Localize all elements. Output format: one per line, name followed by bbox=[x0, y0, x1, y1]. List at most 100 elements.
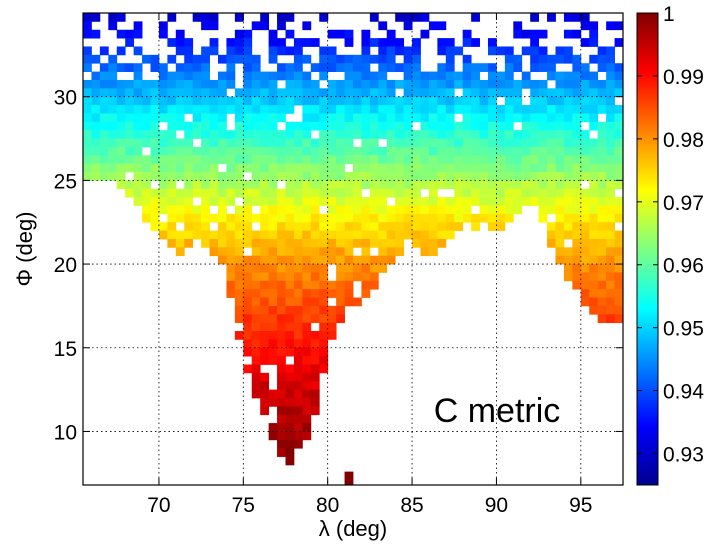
heatmap-cell bbox=[597, 63, 607, 72]
heatmap-cell bbox=[513, 96, 523, 106]
heatmap-cell bbox=[386, 29, 396, 39]
heatmap-cell bbox=[260, 88, 270, 98]
heatmap-cell bbox=[285, 146, 295, 156]
heatmap-cell bbox=[251, 272, 261, 282]
heatmap-cell bbox=[310, 79, 320, 89]
heatmap-cell bbox=[175, 163, 185, 173]
heatmap-cell bbox=[454, 213, 464, 223]
heatmap-cell bbox=[209, 96, 219, 106]
heatmap-cell bbox=[234, 130, 244, 139]
heatmap-cell bbox=[133, 121, 143, 131]
heatmap-cell bbox=[285, 180, 295, 190]
heatmap-cell bbox=[547, 130, 556, 139]
heatmap-cell bbox=[243, 105, 253, 114]
heatmap-cell bbox=[260, 272, 270, 282]
heatmap-cell bbox=[268, 188, 278, 198]
heatmap-cell bbox=[572, 63, 582, 72]
heatmap-cell bbox=[91, 155, 101, 165]
heatmap-cell bbox=[133, 180, 143, 190]
heatmap-cell bbox=[243, 255, 253, 265]
heatmap-cell bbox=[445, 222, 455, 231]
heatmap-cell bbox=[420, 79, 430, 89]
heatmap-cell bbox=[243, 347, 253, 357]
heatmap-cell bbox=[83, 155, 92, 165]
heatmap-cell bbox=[530, 121, 540, 131]
heatmap-cell bbox=[336, 29, 345, 39]
heatmap-cell bbox=[133, 88, 143, 98]
heatmap-cell bbox=[597, 289, 607, 298]
heatmap-cell bbox=[437, 180, 447, 190]
heatmap-cell bbox=[344, 238, 354, 248]
heatmap-cell bbox=[369, 146, 379, 156]
heatmap-cell bbox=[606, 305, 615, 315]
heatmap-cell bbox=[589, 255, 599, 265]
heatmap-cell bbox=[260, 322, 270, 332]
heatmap-cell bbox=[158, 222, 168, 231]
heatmap-cell bbox=[538, 63, 548, 72]
heatmap-cell bbox=[150, 138, 160, 148]
heatmap-cell bbox=[471, 121, 480, 131]
heatmap-cell bbox=[445, 155, 455, 165]
heatmap-cell bbox=[403, 79, 413, 89]
heatmap-cell bbox=[437, 230, 447, 240]
heatmap-cell bbox=[209, 21, 219, 31]
heatmap-cell bbox=[555, 247, 565, 257]
heatmap-cell bbox=[268, 155, 278, 165]
heatmap-cell bbox=[260, 339, 270, 349]
heatmap-cell bbox=[310, 188, 320, 198]
heatmap-cell bbox=[572, 105, 582, 114]
heatmap-cell bbox=[142, 180, 151, 190]
heatmap-cell bbox=[226, 155, 236, 165]
heatmap-cell bbox=[201, 180, 210, 190]
heatmap-cell bbox=[614, 197, 624, 206]
heatmap-cell bbox=[91, 146, 101, 156]
heatmap-cell bbox=[192, 105, 202, 114]
heatmap-cell bbox=[369, 180, 379, 190]
heatmap-cell bbox=[125, 188, 135, 198]
heatmap-cell bbox=[614, 163, 624, 173]
heatmap-cell bbox=[226, 172, 236, 181]
heatmap-cell bbox=[268, 347, 278, 357]
heatmap-cell bbox=[580, 289, 590, 298]
heatmap-cell bbox=[319, 172, 329, 181]
heatmap-cell bbox=[302, 347, 312, 357]
heatmap-cell bbox=[83, 113, 92, 123]
heatmap-cell bbox=[268, 146, 278, 156]
heatmap-cell bbox=[218, 105, 227, 114]
heatmap-cell bbox=[226, 230, 236, 240]
heatmap-cell bbox=[353, 238, 362, 248]
heatmap-cell bbox=[218, 205, 227, 215]
heatmap-cell bbox=[580, 71, 590, 81]
heatmap-cell bbox=[192, 180, 202, 190]
heatmap-cell bbox=[293, 146, 303, 156]
heatmap-cell bbox=[547, 121, 556, 131]
heatmap-cell bbox=[555, 79, 565, 89]
heatmap-cell bbox=[563, 54, 573, 64]
heatmap-cell bbox=[437, 155, 447, 165]
heatmap-cell bbox=[428, 113, 438, 123]
heatmap-cell bbox=[108, 71, 118, 81]
heatmap-cell bbox=[184, 222, 194, 231]
heatmap-cell bbox=[277, 364, 286, 374]
heatmap-cell bbox=[158, 180, 168, 190]
heatmap-cell bbox=[167, 88, 177, 98]
heatmap-cell bbox=[353, 297, 362, 307]
heatmap-cell bbox=[496, 105, 506, 114]
heatmap-cell bbox=[150, 146, 160, 156]
heatmap-cell bbox=[327, 180, 337, 190]
heatmap-cell bbox=[412, 46, 421, 56]
heatmap-cell bbox=[580, 172, 590, 181]
heatmap-cell bbox=[302, 213, 312, 223]
heatmap-cell bbox=[437, 138, 447, 148]
heatmap-cell bbox=[614, 297, 624, 307]
heatmap-cell bbox=[234, 297, 244, 307]
heatmap-cell bbox=[344, 54, 354, 64]
heatmap-cell bbox=[293, 414, 303, 424]
heatmap-cell bbox=[319, 96, 329, 106]
heatmap-cell bbox=[277, 88, 286, 98]
heatmap-cell bbox=[521, 71, 531, 81]
heatmap-cell bbox=[192, 130, 202, 139]
heatmap-cell bbox=[445, 54, 455, 64]
heatmap-cell bbox=[538, 163, 548, 173]
heatmap-cell bbox=[538, 88, 548, 98]
